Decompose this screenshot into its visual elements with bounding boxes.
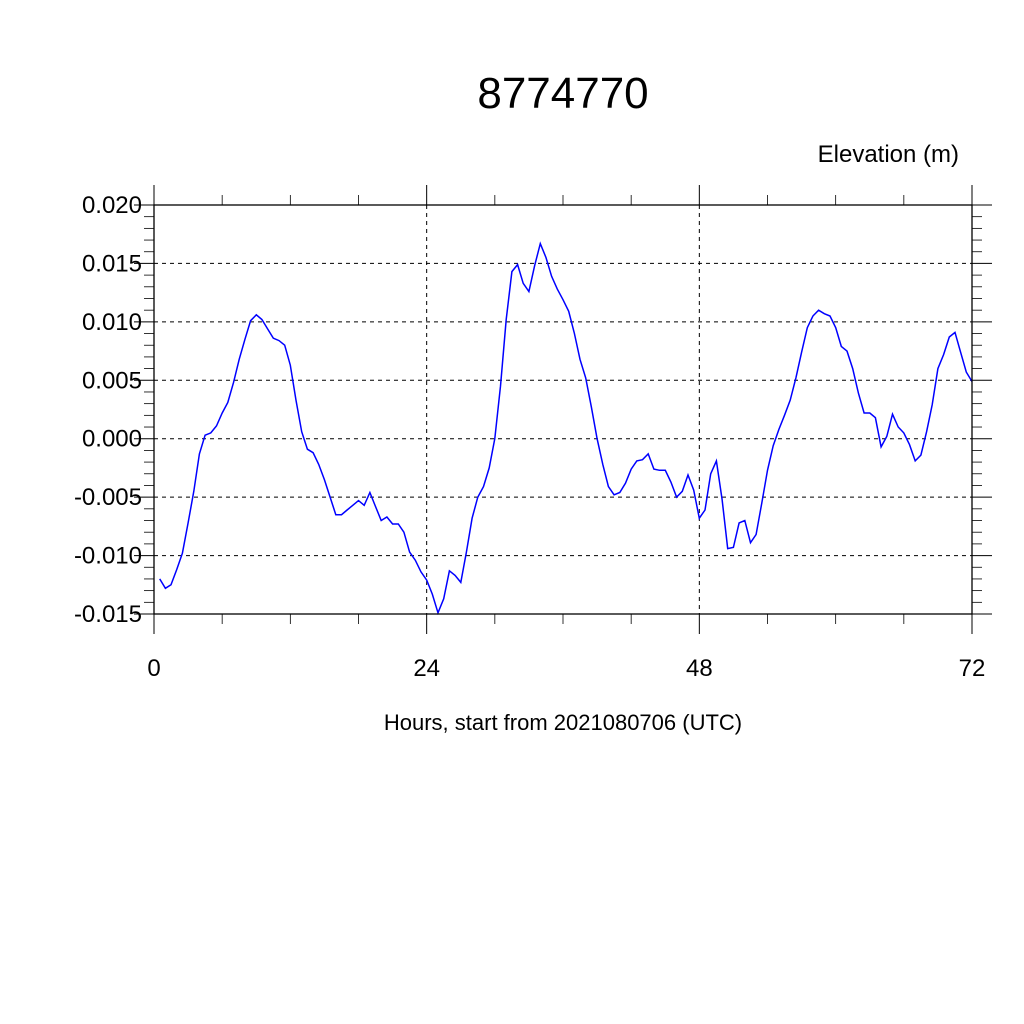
x-tick-label: 48 bbox=[686, 655, 713, 682]
minor-ticks bbox=[144, 195, 982, 624]
y-tick-label: 0.005 bbox=[82, 367, 142, 394]
plot-frame bbox=[153, 204, 973, 615]
major-ticks bbox=[134, 185, 992, 634]
y-tick-label: -0.010 bbox=[74, 543, 142, 570]
y-tick-label: 0.020 bbox=[82, 192, 142, 219]
y-tick-label: 0.000 bbox=[82, 426, 142, 453]
y-tick-label: -0.015 bbox=[74, 601, 142, 628]
y-tick-label: 0.010 bbox=[82, 309, 142, 336]
x-tick-label: 72 bbox=[959, 655, 986, 682]
x-tick-label: 0 bbox=[147, 655, 160, 682]
chart-title: 8774770 bbox=[477, 69, 648, 118]
grid-lines bbox=[154, 205, 972, 614]
y-tick-label: 0.015 bbox=[82, 250, 142, 277]
chart-subtitle: Elevation (m) bbox=[818, 141, 959, 168]
y-tick-labels: -0.015 -0.010 -0.005 0.000 0.005 0.010 0.015 0.… bbox=[74, 192, 142, 628]
y-tick-label: -0.005 bbox=[74, 484, 142, 511]
x-tick-labels: 0 24 48 72 bbox=[147, 655, 985, 682]
x-axis-label: Hours, start from 2021080706 (UTC) bbox=[384, 710, 742, 735]
series-line bbox=[159, 241, 973, 616]
x-tick-label: 24 bbox=[413, 655, 440, 682]
